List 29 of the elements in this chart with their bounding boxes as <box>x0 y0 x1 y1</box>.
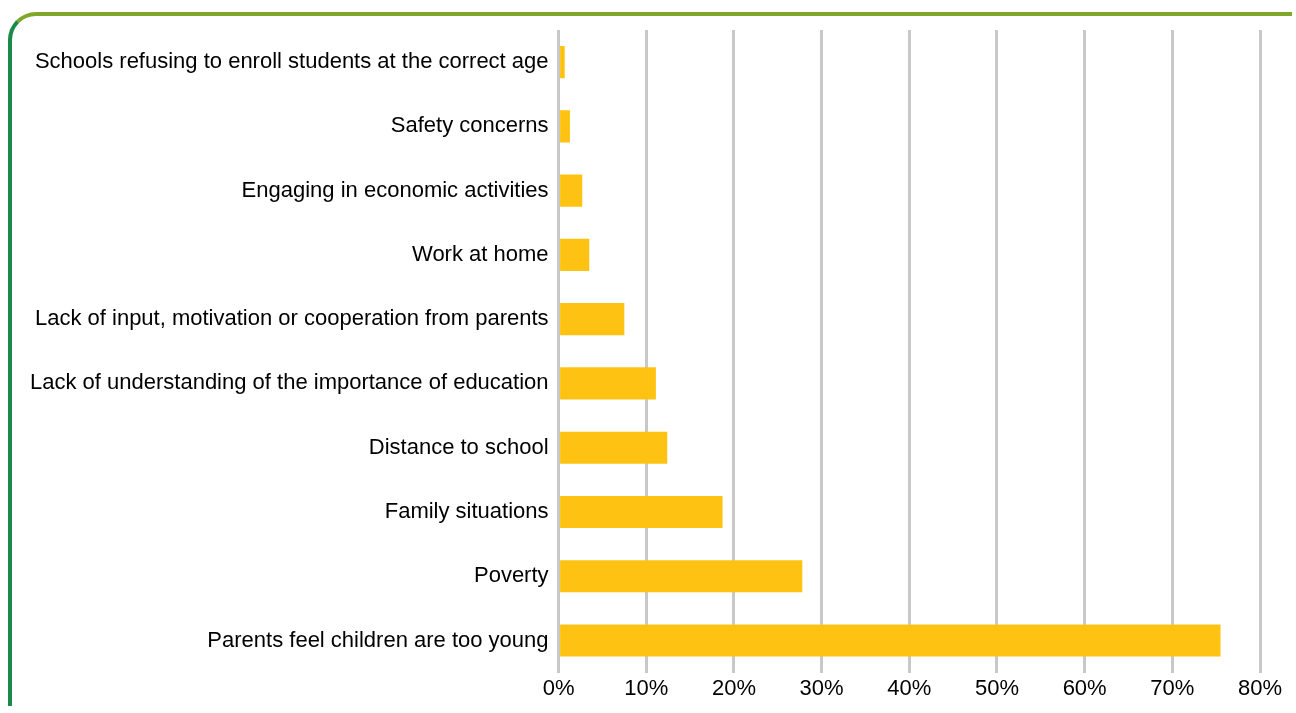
x-tick-label: 40% <box>887 674 932 700</box>
y-tick-label: Engaging in economic activities <box>241 176 549 202</box>
bar <box>560 431 668 464</box>
bar <box>560 624 1221 657</box>
bar <box>560 560 803 593</box>
y-tick-label: Safety concerns <box>390 112 549 138</box>
bar <box>560 367 656 400</box>
x-tick-label: 30% <box>799 674 844 700</box>
y-tick-label: Distance to school <box>368 433 549 459</box>
x-tick-label: 80% <box>1237 674 1283 700</box>
bar <box>560 495 723 529</box>
x-tick-label: 60% <box>1062 674 1107 700</box>
bar <box>560 46 565 79</box>
x-tick-label: 70% <box>1150 674 1195 700</box>
bar <box>560 174 583 207</box>
x-tick-label: 20% <box>711 674 756 700</box>
y-tick-label: Poverty <box>473 562 549 588</box>
x-tick-label: 50% <box>974 674 1019 700</box>
bar <box>560 303 625 336</box>
bar <box>560 238 590 271</box>
y-tick-label: Parents feel children are too young <box>207 626 549 652</box>
y-tick-label: Work at home <box>412 240 549 266</box>
y-tick-label: Lack of understanding of the importance of education <box>29 369 549 395</box>
y-tick-label: Family situations <box>384 498 549 524</box>
bar <box>560 110 570 143</box>
x-tick-label: 0% <box>542 674 575 700</box>
y-tick-label: Schools refusing to enroll students at the correct age <box>34 48 549 74</box>
y-tick-label: Lack of input, motivation or cooperation from parents <box>34 305 549 331</box>
x-tick-label: 10% <box>624 674 669 700</box>
